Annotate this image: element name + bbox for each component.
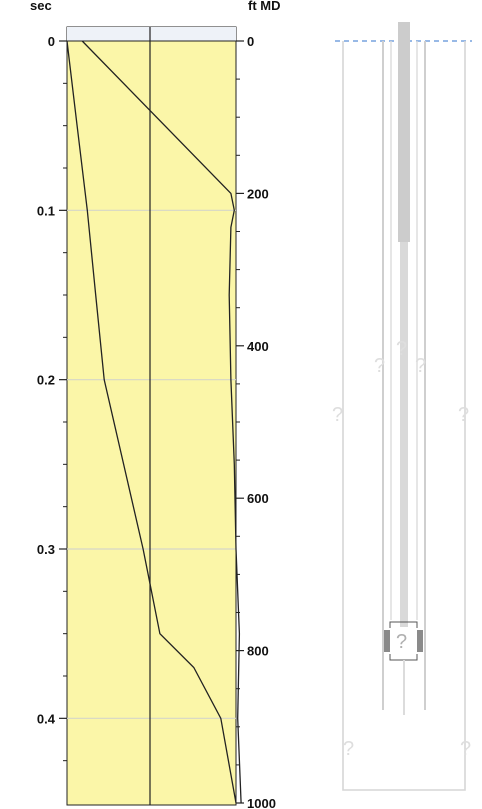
right-axis: ft MD 0 200 400 600 800 1000 <box>236 0 281 809</box>
right-axis-unit-label: ft MD <box>248 0 281 13</box>
left-tick-label-4: 0.3 <box>37 542 55 557</box>
curve-1 <box>66 40 237 804</box>
gridlines <box>67 209 236 719</box>
curve-2 <box>81 40 242 804</box>
right-tick-label-1: 0 <box>247 34 254 49</box>
right-tick-label-4: 600 <box>247 491 269 506</box>
tubing-sleeve <box>390 41 418 620</box>
track-header-band <box>67 27 236 41</box>
curves <box>66 40 242 804</box>
left-tick-label-3: 0.2 <box>37 373 55 388</box>
unknown-marker-4: ? <box>332 404 343 426</box>
left-tick-label-2: 0.1 <box>37 203 55 218</box>
track-background <box>66 26 237 806</box>
unknown-marker-2: ? <box>374 355 385 377</box>
unknown-marker-5: ? <box>458 404 469 426</box>
left-axis-ticks: 0 0.1 0.2 0.3 0.4 <box>37 34 67 762</box>
packer-bracket-top <box>389 621 418 628</box>
wellbore-schematic <box>335 22 472 791</box>
left-axis: sec 0 0.1 0.2 0.3 0.4 <box>30 0 67 762</box>
left-tick-label-5: 0.4 <box>37 711 56 726</box>
intermediate-casing <box>382 41 426 710</box>
right-tick-label-5: 800 <box>247 644 269 659</box>
packer-left <box>384 630 390 652</box>
left-tick-label-1: 0 <box>48 34 55 49</box>
unknown-marker-6: ? <box>396 631 407 653</box>
inner-tubing-upper <box>398 22 410 242</box>
right-tick-label-2: 200 <box>247 186 269 201</box>
schematic-unknown-markers: ? ? ? ? ? ? ? ? <box>332 338 471 760</box>
packer-bracket-bottom <box>389 654 418 661</box>
outer-casing <box>342 41 466 791</box>
left-axis-unit-label: sec <box>30 0 52 13</box>
right-tick-label-3: 400 <box>247 339 269 354</box>
packer-right <box>417 630 423 652</box>
unknown-marker-7: ? <box>343 738 354 760</box>
unknown-marker-1: ? <box>396 338 407 360</box>
right-axis-ticks: 0 200 400 600 800 1000 <box>236 34 276 809</box>
unknown-marker-8: ? <box>460 738 471 760</box>
time-depth-track <box>66 26 242 806</box>
right-tick-label-6: 1000 <box>247 796 276 809</box>
unknown-marker-3: ? <box>415 355 426 377</box>
inner-tubing-mid <box>400 242 408 627</box>
